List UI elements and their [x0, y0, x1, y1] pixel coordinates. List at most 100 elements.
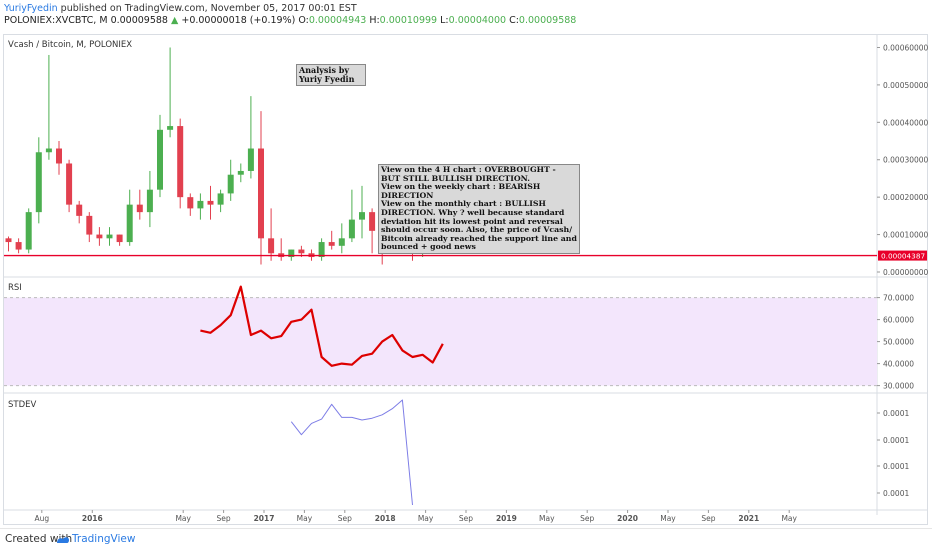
stdev-tick-label: 0.0001 — [883, 409, 909, 418]
high-label: H: — [369, 15, 380, 26]
time-tick-label: May — [175, 514, 191, 523]
time-tick-label: May — [781, 514, 797, 523]
time-tick-label: Sep — [701, 514, 715, 523]
candle-body — [35, 152, 42, 213]
candle-body — [167, 126, 174, 130]
time-tick-label: May — [660, 514, 676, 523]
candle-body — [76, 204, 83, 216]
candle-body — [207, 200, 214, 205]
candle-body — [157, 129, 163, 190]
rsi-tick-label: 40.0000 — [883, 360, 914, 369]
rsi-band — [4, 297, 877, 386]
published-text: published on TradingView.com, November 0… — [57, 3, 357, 14]
time-tick-label: Aug — [34, 514, 49, 523]
open-value: 0.00004943 — [308, 15, 367, 26]
time-tick-label: 2016 — [82, 514, 103, 523]
price-tick-label: 0.00010000 — [883, 231, 929, 240]
candle-body — [5, 238, 12, 243]
publish-info: YuriyFyedin published on TradingView.com… — [4, 3, 357, 14]
price-tick-label: 0.00020000 — [883, 193, 929, 202]
up-arrow-icon: ▲ — [171, 15, 179, 26]
candle-body — [136, 204, 143, 213]
candle-body — [288, 249, 295, 258]
time-tick-label: May — [539, 514, 555, 523]
high-value: 0.00010999 — [379, 15, 438, 26]
price-tick-label: 0.00060000 — [883, 43, 929, 52]
time-tick-label: Sep — [338, 514, 352, 523]
candle-body — [66, 163, 73, 205]
price-tick-label: 0.00030000 — [883, 156, 929, 165]
rsi-tick-label: 30.0000 — [883, 382, 914, 391]
price-tick-label: 0.00000000 — [883, 268, 929, 277]
candle-body — [25, 212, 32, 250]
candle-body — [258, 148, 264, 239]
author-annotation: Analysis by Yuriy Fyedin — [296, 64, 366, 86]
rsi-line — [200, 285, 444, 367]
candle-body — [227, 174, 234, 194]
stdev-tick-label: 0.0001 — [883, 489, 909, 498]
close-value: 0.00009588 — [518, 15, 577, 26]
close-label: C: — [509, 15, 519, 26]
analysis-annotation: View on the 4 H chart : OVERBOUGHT - BUT… — [378, 164, 580, 254]
candle-body — [268, 238, 275, 254]
candle-body — [177, 126, 184, 198]
candle-body — [56, 148, 62, 164]
time-tick-label: 2020 — [617, 514, 638, 523]
low-label: L: — [440, 15, 449, 26]
candle-body — [237, 170, 244, 175]
rsi-tick-label: 50.0000 — [883, 338, 914, 347]
price-change: +0.00000018 (+0.19%) — [181, 15, 296, 26]
symbol-label: POLONIEX:XVCBTC, M — [4, 15, 108, 26]
candle-body — [217, 193, 224, 205]
open-label: O: — [298, 15, 309, 26]
candle-body — [298, 249, 305, 254]
time-tick-label: 2018 — [375, 514, 396, 523]
stdev-tick-label: 0.0001 — [883, 462, 909, 471]
candle-body — [116, 234, 123, 243]
time-tick-label: Sep — [217, 514, 231, 523]
created-with-text: Created with — [5, 533, 73, 545]
chart-frame — [3, 34, 928, 525]
stdev-tick-label: 0.0001 — [883, 436, 909, 445]
candle-body — [359, 212, 365, 220]
candle-body — [328, 242, 335, 246]
tradingview-logo-icon — [57, 537, 69, 543]
price-tick-label: 0.00040000 — [883, 118, 929, 127]
candle-body — [369, 212, 376, 231]
tradingview-link[interactable]: TradingView — [72, 533, 136, 545]
candle-body — [86, 215, 93, 235]
support-price-badge — [878, 250, 927, 261]
candle-body — [197, 200, 204, 209]
candle-body — [45, 148, 52, 153]
time-tick-label: 2017 — [254, 514, 275, 523]
time-tick-label: 2019 — [496, 514, 517, 523]
candle-body — [338, 238, 345, 246]
candle-body — [318, 242, 325, 258]
low-value: 0.00004000 — [448, 15, 507, 26]
price-tick-label: 0.00050000 — [883, 81, 929, 90]
footer: Created with TradingView — [0, 528, 932, 551]
ohlc-legend: POLONIEX:XVCBTC, M 0.00009588 ▲ +0.00000… — [4, 15, 576, 26]
rsi-tick-label: 70.0000 — [883, 294, 914, 303]
time-tick-label: May — [418, 514, 434, 523]
stdev-line — [290, 399, 413, 506]
stdev-pane-title: STDEV — [8, 400, 37, 410]
rsi-pane-title: RSI — [8, 283, 22, 293]
rsi-tick-label: 60.0000 — [883, 316, 914, 325]
support-price-label: 0.00004387 — [881, 252, 925, 261]
time-tick-label: May — [297, 514, 313, 523]
time-tick-label: Sep — [459, 514, 473, 523]
candle-body — [15, 242, 22, 250]
candle-body — [247, 148, 254, 171]
candle-body — [96, 234, 103, 239]
time-tick-label: Sep — [580, 514, 594, 523]
author-link[interactable]: YuriyFyedin — [4, 3, 58, 14]
candle-body — [146, 189, 153, 213]
last-price: 0.00009588 — [110, 15, 168, 26]
candle-body — [187, 197, 194, 209]
main-pane-title: Vcash / Bitcoin, M, POLONIEX — [8, 40, 133, 50]
candle-body — [348, 219, 355, 239]
candle-body — [106, 234, 113, 239]
candle-body — [126, 204, 133, 243]
